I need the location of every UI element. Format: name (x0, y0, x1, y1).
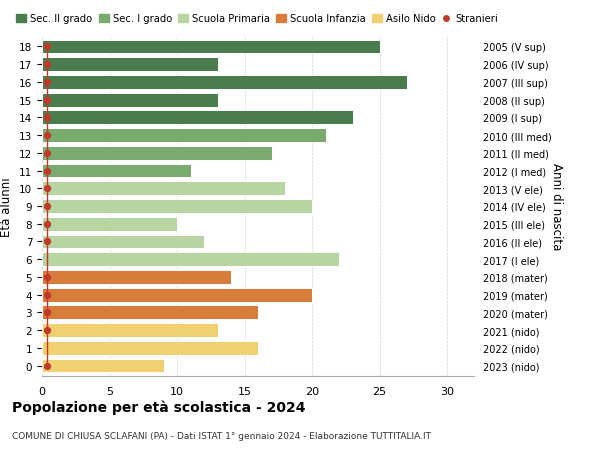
Point (43, 238, 52, 246)
Bar (42, 146, 272, 160)
Point (43, 168, 52, 175)
Bar (42, 129, 326, 143)
Point (43, 79, 52, 86)
Bar (42, 200, 312, 213)
Point (43, 327, 52, 334)
Bar (42, 235, 204, 249)
Text: Popolazione per età scolastica - 2024: Popolazione per età scolastica - 2024 (12, 399, 305, 414)
Point (43, 221, 52, 228)
Point (43, 97, 52, 104)
Bar (42, 341, 258, 355)
Bar (42, 324, 218, 337)
Bar (42, 270, 231, 284)
Point (43, 185, 52, 192)
Bar (42, 58, 218, 72)
Point (43, 291, 52, 299)
Bar (42, 40, 380, 54)
Bar (42, 306, 258, 319)
Bar (42, 359, 164, 373)
Point (43, 203, 52, 210)
Bar (42, 288, 312, 302)
Legend: Sec. II grado, Sec. I grado, Scuola Primaria, Scuola Infanzia, Asilo Nido, Stran: Sec. II grado, Sec. I grado, Scuola Prim… (13, 11, 502, 28)
Bar (42, 218, 177, 231)
Bar (42, 111, 353, 125)
Point (43, 114, 52, 122)
Point (43, 44, 52, 51)
Point (43, 362, 52, 369)
Point (43, 274, 52, 281)
Bar (42, 182, 285, 196)
Y-axis label: Anni di nascita: Anni di nascita (550, 163, 563, 250)
Point (43, 150, 52, 157)
Point (43, 62, 52, 69)
Text: COMUNE DI CHIUSA SCLAFANI (PA) - Dati ISTAT 1° gennaio 2024 - Elaborazione TUTTI: COMUNE DI CHIUSA SCLAFANI (PA) - Dati IS… (12, 431, 431, 441)
Point (43, 132, 52, 140)
Bar (42, 164, 191, 178)
Point (43, 309, 52, 316)
Bar (42, 76, 407, 90)
Bar (42, 94, 218, 107)
Y-axis label: Età alunni: Età alunni (1, 177, 13, 236)
Bar (42, 253, 339, 267)
